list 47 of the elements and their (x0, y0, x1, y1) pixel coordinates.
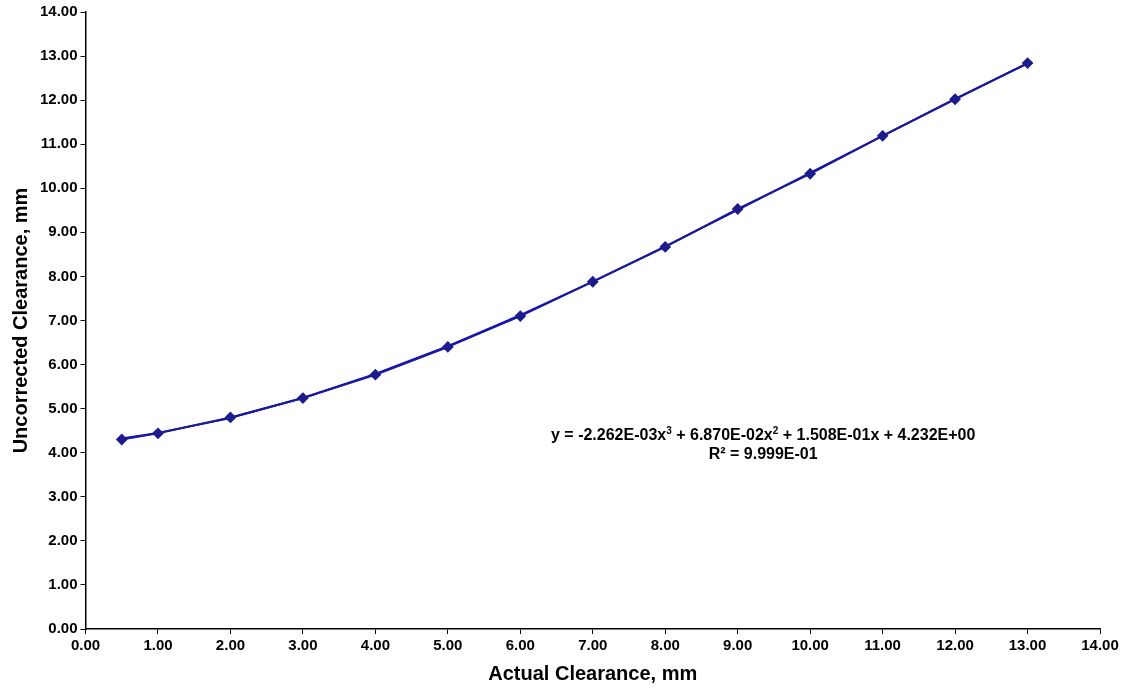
point (877, 130, 889, 142)
point (949, 93, 961, 105)
point (152, 427, 164, 439)
x-tick-label: 4.00 (360, 636, 390, 654)
y-axis-title: Uncorrected Clearance, mm (8, 187, 31, 454)
x-tick-label: 13.00 (1008, 636, 1047, 654)
x-tick-label: 0.00 (70, 636, 101, 654)
x-tick-label: 11.00 (864, 636, 901, 654)
x-tick-label: 5.00 (433, 636, 463, 654)
y-tick-label: 6.00 (48, 354, 78, 372)
point (1022, 57, 1034, 69)
point (116, 433, 128, 445)
y-tick-label: 11.00 (40, 134, 78, 152)
y-tick-label: 5.00 (48, 398, 78, 416)
point (587, 276, 599, 288)
y-tick-label: 13.00 (39, 46, 78, 64)
y-tick-label: 3.00 (48, 486, 78, 504)
point (659, 241, 671, 253)
x-tick-label: 1.00 (143, 636, 173, 654)
y-tick-label: 2.00 (48, 531, 78, 548)
x-tick-label: 9.00 (723, 636, 753, 654)
x-tick-label: 7.00 (578, 636, 608, 654)
x-tick-label: 6.00 (505, 636, 535, 654)
y-tick-label: 4.00 (48, 442, 78, 460)
y-tick-label: 12.00 (39, 90, 78, 108)
y-tick-label: 7.00 (48, 310, 78, 328)
point (369, 369, 381, 381)
x-tick-label: 12.00 (936, 636, 974, 654)
y-tick-label: 10.00 (39, 178, 78, 196)
point (442, 341, 454, 353)
x-tick-label: 8.00 (650, 636, 680, 654)
annotation: y = -2.262E-03x$^{3}$ + 6.870E-02x$^{2}$ + 1.508E-01x + 4.232E+00 R² = 9.999E-01 (551, 424, 976, 463)
x-tick-label: 10.00 (791, 636, 829, 654)
y-tick-label: 8.00 (48, 266, 78, 284)
point (297, 392, 309, 404)
point (514, 310, 526, 322)
point (732, 203, 744, 215)
point (804, 168, 816, 180)
x-tick-label: 14.00 (1081, 636, 1119, 654)
x-axis-title: Actual Clearance, mm (488, 661, 698, 684)
y-tick-label: 0.00 (48, 619, 78, 637)
point (224, 411, 236, 423)
y-tick-label: 9.00 (48, 222, 78, 240)
x-tick-label: 2.00 (215, 636, 246, 654)
y-tick-label: 14.00 (39, 2, 78, 20)
y-tick-label: 1.00 (48, 575, 78, 593)
x-tick-label: 3.00 (288, 636, 318, 654)
